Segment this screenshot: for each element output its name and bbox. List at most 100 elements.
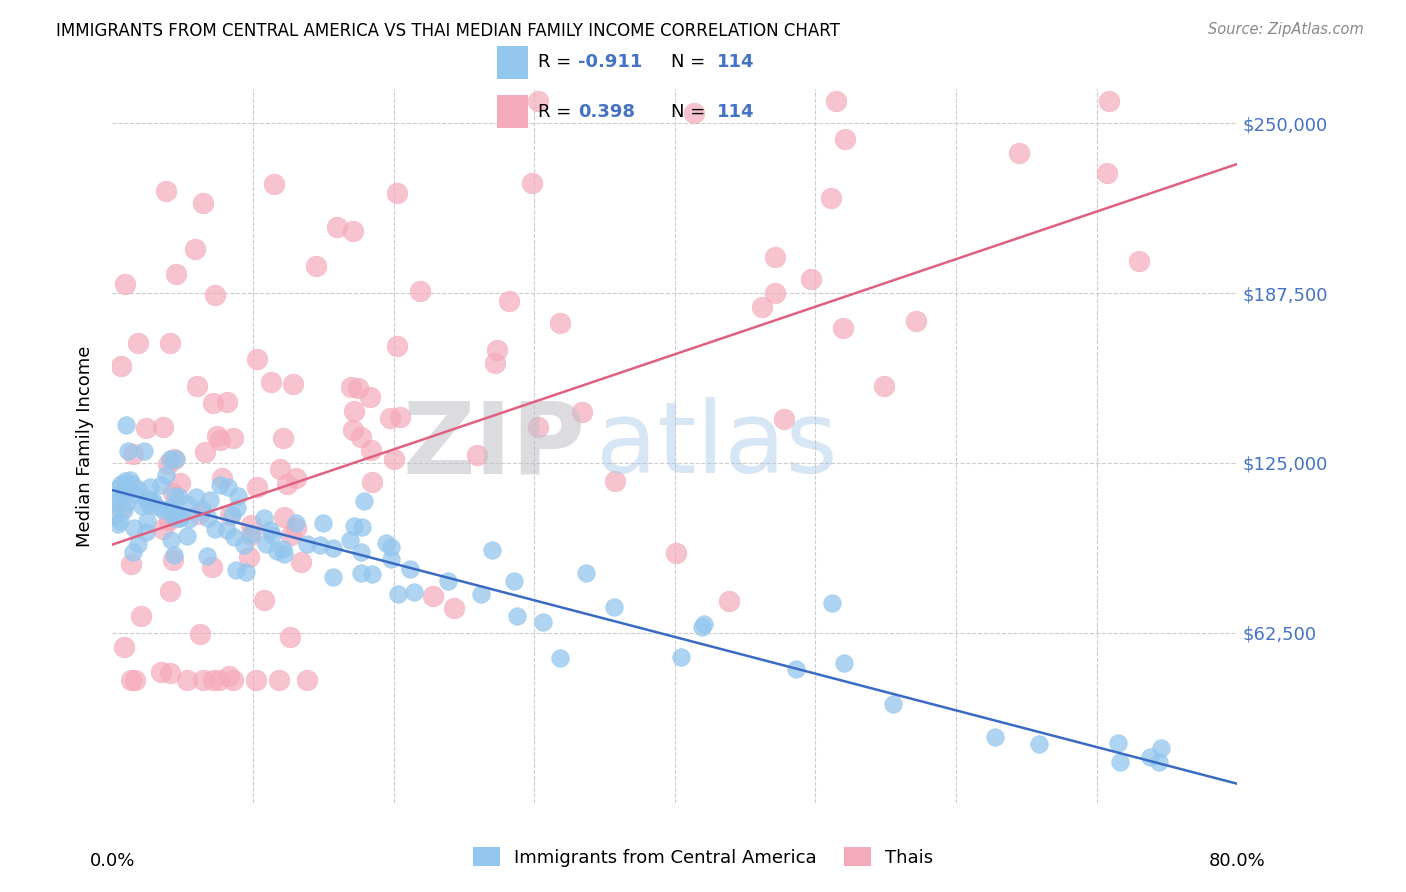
- Point: [155, 468, 177, 483]
- Y-axis label: Median Family Income: Median Family Income: [76, 345, 94, 547]
- Point: [115, 496, 138, 510]
- Point: [201, 673, 224, 688]
- Point: [1139, 750, 1161, 764]
- Point: [183, 242, 205, 256]
- Point: [165, 489, 187, 503]
- Point: [290, 555, 312, 569]
- Point: [359, 390, 381, 404]
- Point: [520, 176, 543, 190]
- Point: [669, 649, 692, 664]
- Point: [163, 548, 186, 562]
- Point: [195, 549, 218, 563]
- Point: [470, 587, 492, 601]
- Point: [184, 490, 207, 504]
- Text: 0.398: 0.398: [578, 103, 636, 120]
- Point: [124, 521, 146, 535]
- Point: [122, 545, 145, 559]
- Point: [110, 514, 132, 528]
- Point: [339, 380, 361, 394]
- Point: [110, 359, 132, 374]
- Point: [1028, 737, 1050, 751]
- Point: [873, 378, 896, 392]
- Point: [152, 420, 174, 434]
- Point: [238, 550, 260, 565]
- Point: [834, 132, 856, 146]
- Bar: [498, 45, 529, 78]
- Point: [531, 615, 554, 629]
- Text: 0.0%: 0.0%: [90, 852, 135, 870]
- Text: 114: 114: [717, 103, 755, 120]
- Point: [142, 494, 165, 508]
- Point: [162, 485, 184, 500]
- Point: [194, 445, 217, 459]
- Point: [159, 452, 181, 467]
- Point: [240, 528, 263, 542]
- Point: [269, 462, 291, 476]
- Point: [361, 475, 384, 489]
- Point: [112, 502, 135, 516]
- Point: [114, 277, 136, 292]
- Point: [882, 697, 904, 711]
- Point: [603, 600, 626, 615]
- Point: [135, 524, 157, 539]
- Point: [984, 731, 1007, 745]
- Point: [138, 498, 160, 512]
- Point: [385, 186, 408, 200]
- Point: [575, 566, 598, 580]
- Point: [295, 537, 318, 551]
- Point: [271, 541, 294, 556]
- Point: [308, 538, 330, 552]
- Point: [191, 673, 214, 688]
- Point: [127, 537, 149, 551]
- Point: [824, 95, 846, 109]
- Point: [221, 508, 243, 522]
- Point: [235, 566, 257, 580]
- Point: [112, 484, 135, 499]
- Point: [276, 476, 298, 491]
- Point: [785, 662, 807, 676]
- Point: [717, 594, 740, 608]
- Text: 114: 114: [717, 54, 755, 71]
- Point: [176, 673, 198, 688]
- Point: [343, 519, 366, 533]
- Point: [162, 552, 184, 566]
- Point: [387, 338, 409, 352]
- Point: [409, 284, 432, 298]
- Point: [186, 379, 208, 393]
- Point: [131, 500, 153, 514]
- Point: [110, 500, 132, 515]
- Point: [284, 516, 307, 531]
- Point: [350, 566, 373, 580]
- Point: [245, 673, 267, 688]
- Point: [117, 443, 139, 458]
- Point: [179, 511, 201, 525]
- Point: [267, 673, 290, 688]
- Point: [104, 495, 127, 509]
- Point: [114, 418, 136, 433]
- Point: [129, 609, 152, 624]
- Point: [360, 443, 382, 458]
- Point: [110, 477, 132, 491]
- Point: [280, 528, 302, 542]
- Point: [548, 316, 571, 330]
- Point: [139, 492, 162, 507]
- Point: [121, 447, 143, 461]
- Point: [399, 561, 422, 575]
- Point: [437, 574, 460, 588]
- Point: [503, 574, 526, 589]
- Point: [389, 409, 412, 424]
- Point: [361, 567, 384, 582]
- Point: [211, 471, 233, 485]
- Text: atlas: atlas: [596, 398, 838, 494]
- Point: [107, 516, 129, 531]
- Point: [402, 585, 425, 599]
- Point: [283, 376, 305, 391]
- Point: [374, 535, 396, 549]
- Point: [260, 376, 283, 390]
- Point: [571, 404, 593, 418]
- Text: 80.0%: 80.0%: [1209, 852, 1265, 870]
- Point: [215, 394, 238, 409]
- Point: [683, 106, 706, 120]
- Point: [169, 476, 191, 491]
- Point: [159, 666, 181, 681]
